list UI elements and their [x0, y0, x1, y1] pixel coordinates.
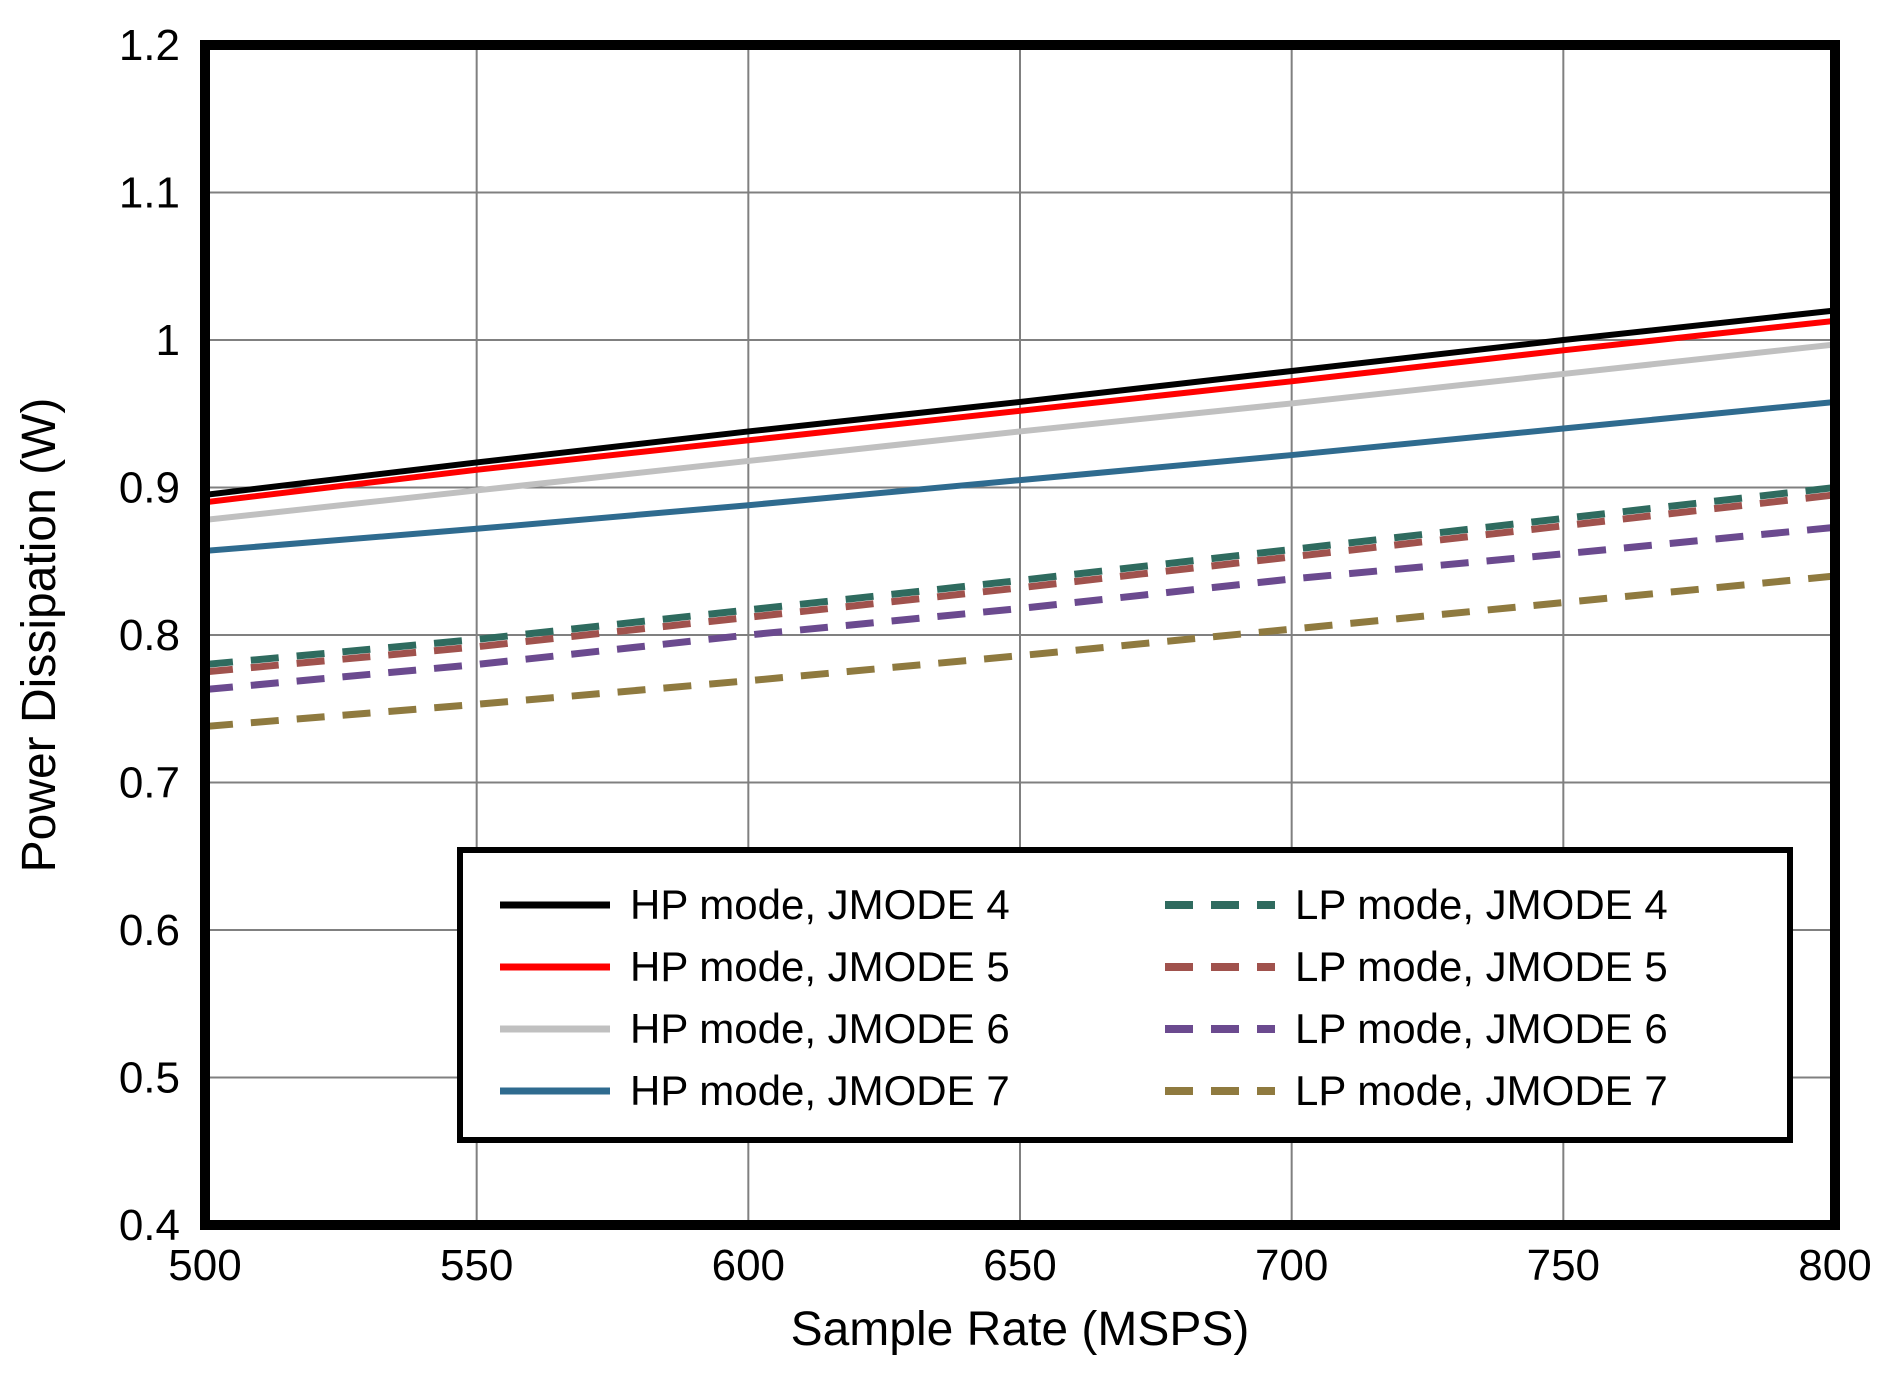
legend-label: LP mode, JMODE 7 — [1295, 1067, 1668, 1114]
legend-label: LP mode, JMODE 6 — [1295, 1005, 1668, 1052]
legend-label: HP mode, JMODE 5 — [630, 943, 1010, 990]
x-tick-label: 750 — [1527, 1241, 1600, 1290]
legend-label: HP mode, JMODE 7 — [630, 1067, 1010, 1114]
y-tick-label: 0.5 — [119, 1054, 180, 1103]
legend-label: HP mode, JMODE 4 — [630, 881, 1010, 928]
legend-label: LP mode, JMODE 4 — [1295, 881, 1668, 928]
legend-label: HP mode, JMODE 6 — [630, 1005, 1010, 1052]
y-tick-label: 0.9 — [119, 464, 180, 513]
y-tick-label: 0.7 — [119, 759, 180, 808]
y-tick-label: 1 — [156, 316, 180, 365]
x-tick-label: 600 — [712, 1241, 785, 1290]
y-tick-label: 1.1 — [119, 169, 180, 218]
x-tick-label: 700 — [1255, 1241, 1328, 1290]
y-tick-label: 0.4 — [119, 1201, 180, 1250]
y-tick-label: 0.6 — [119, 906, 180, 955]
y-tick-label: 1.2 — [119, 21, 180, 70]
legend-label: LP mode, JMODE 5 — [1295, 943, 1668, 990]
x-tick-label: 550 — [440, 1241, 513, 1290]
y-axis-label: Power Dissipation (W) — [13, 398, 66, 873]
x-tick-label: 650 — [983, 1241, 1056, 1290]
power-dissipation-chart: 5005506006507007508000.40.50.60.70.80.91… — [0, 0, 1899, 1382]
x-tick-label: 800 — [1798, 1241, 1871, 1290]
chart-container: 5005506006507007508000.40.50.60.70.80.91… — [0, 0, 1899, 1382]
y-tick-label: 0.8 — [119, 611, 180, 660]
x-axis-label: Sample Rate (MSPS) — [791, 1303, 1250, 1356]
